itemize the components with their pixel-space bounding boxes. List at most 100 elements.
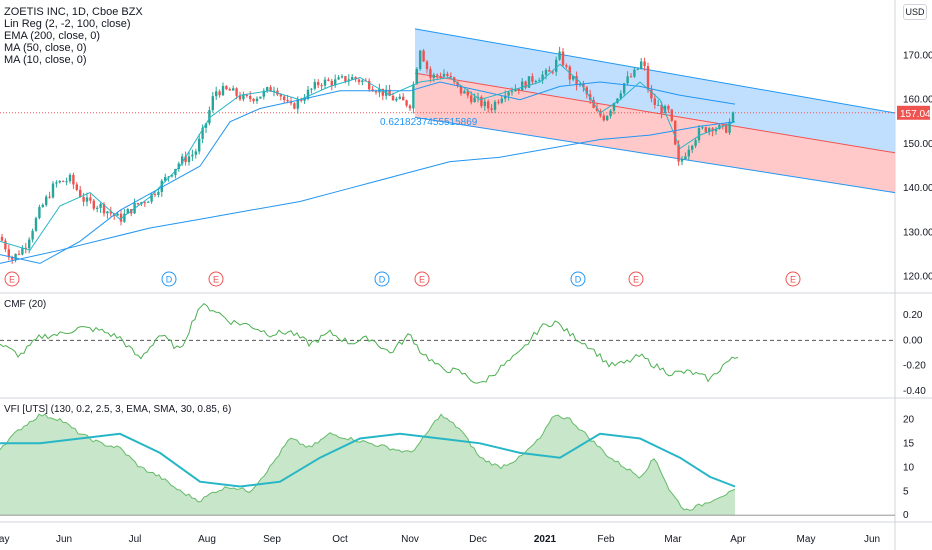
candle-body xyxy=(28,239,31,249)
regression-upper-band xyxy=(415,28,895,153)
candle-body xyxy=(422,50,425,62)
dividend-marker xyxy=(570,271,586,287)
candle-body xyxy=(725,125,728,133)
candle-body xyxy=(17,253,21,255)
last-price-badge xyxy=(897,105,930,120)
candle-body xyxy=(296,99,299,109)
candle-body xyxy=(731,112,735,122)
candle-body xyxy=(184,156,187,163)
candle-body xyxy=(249,95,252,99)
earnings-marker xyxy=(208,271,224,287)
candle-body xyxy=(85,197,89,202)
candle-body xyxy=(194,151,197,155)
candle-body xyxy=(255,98,259,102)
candle-body xyxy=(714,128,718,132)
candle-body xyxy=(493,101,497,110)
candle-body xyxy=(340,76,344,78)
candle-body xyxy=(55,182,58,184)
candle-body xyxy=(643,61,646,67)
price-tick-label: 140.00 xyxy=(903,183,932,194)
candle-body xyxy=(89,197,92,201)
candle-body xyxy=(153,193,157,195)
candle-body xyxy=(721,125,724,127)
candle-body xyxy=(320,85,323,87)
vfi-tick-label: 15 xyxy=(903,438,915,449)
earnings-marker xyxy=(785,271,801,287)
candle-body xyxy=(181,156,184,164)
candle-body xyxy=(221,86,225,96)
price-tick-label: 150.00 xyxy=(903,139,932,150)
candle-body xyxy=(381,88,384,96)
candle-body xyxy=(602,115,605,121)
candle-body xyxy=(599,111,602,116)
candle-body xyxy=(585,87,588,95)
candle-body xyxy=(38,207,41,219)
candle-body xyxy=(344,76,347,82)
x-axis-label: May xyxy=(0,534,9,545)
candle-body xyxy=(337,77,340,80)
x-axis-label: Jul xyxy=(129,534,142,545)
candle-body xyxy=(293,103,296,109)
candle-body xyxy=(684,156,687,159)
candle-body xyxy=(670,109,673,121)
candle-body xyxy=(218,91,221,96)
dividend-marker xyxy=(374,271,390,287)
candle-body xyxy=(483,101,486,107)
candle-body xyxy=(72,174,75,185)
x-axis-label: Sep xyxy=(263,534,281,545)
candle-body xyxy=(548,69,551,72)
candle-body xyxy=(395,98,398,101)
candle-body xyxy=(201,127,204,139)
candle-body xyxy=(109,211,112,214)
event-marker-label: D xyxy=(379,275,386,285)
candle-body xyxy=(92,200,95,209)
candle-body xyxy=(694,140,697,146)
candle-body xyxy=(82,196,85,202)
price-tick-label: 160.00 xyxy=(903,95,932,106)
vfi-tick-label: 20 xyxy=(903,414,915,425)
candle-body xyxy=(289,101,293,104)
candle-body xyxy=(388,89,391,96)
candle-body xyxy=(75,184,78,190)
candle-body xyxy=(429,69,432,78)
candle-body xyxy=(677,144,680,162)
x-axis-label: Jun xyxy=(864,534,880,545)
candle-body xyxy=(252,98,255,102)
candle-body xyxy=(449,75,452,78)
event-marker-label: E xyxy=(419,275,425,285)
x-axis-label: Mar xyxy=(664,534,682,545)
x-axis-label: May xyxy=(797,534,816,545)
candle-body xyxy=(572,75,575,80)
candle-body xyxy=(619,93,622,99)
candle-body xyxy=(405,100,408,106)
event-marker-label: E xyxy=(633,275,639,285)
cmf-tick-label: -0.40 xyxy=(903,386,926,397)
price-tick-label: 120.00 xyxy=(903,272,932,283)
indicator-label-3: MA (50, close, 0) xyxy=(4,42,87,54)
event-marker-label: D xyxy=(575,275,582,285)
candle-body xyxy=(708,128,711,133)
candle-body xyxy=(208,110,211,124)
candle-body xyxy=(167,176,170,178)
candle-body xyxy=(245,94,248,96)
candle-body xyxy=(534,81,537,83)
candle-body xyxy=(150,193,153,202)
candle-body xyxy=(398,96,401,99)
candle-body xyxy=(633,69,636,77)
regression-upper-line xyxy=(414,28,896,114)
candle-body xyxy=(538,80,541,82)
dividend-marker xyxy=(161,271,177,287)
candle-body xyxy=(68,174,72,182)
candle-body xyxy=(680,158,684,162)
currency-button[interactable]: USD xyxy=(903,4,927,20)
candle-body xyxy=(300,99,303,101)
candle-body xyxy=(34,218,38,231)
candle-body xyxy=(160,180,163,192)
candle-body xyxy=(7,249,10,258)
earnings-marker xyxy=(414,271,430,287)
candle-body xyxy=(466,91,469,96)
candle-body xyxy=(391,95,395,101)
candle-body xyxy=(653,98,656,105)
candle-body xyxy=(327,79,330,81)
